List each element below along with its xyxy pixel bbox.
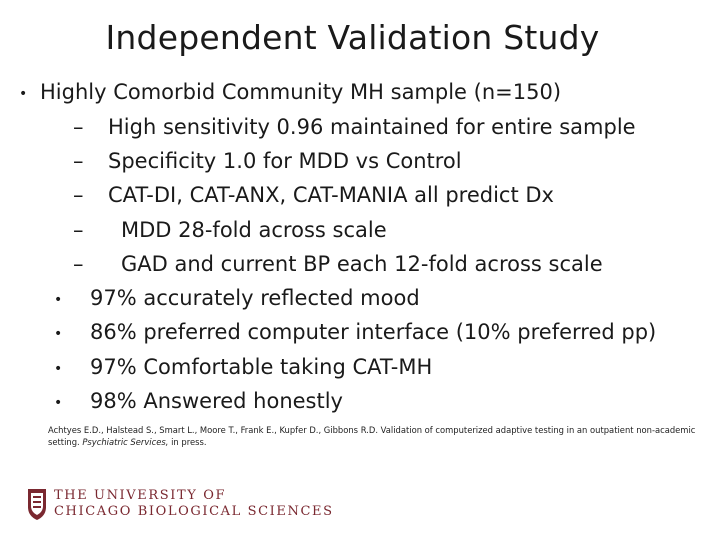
slide-title: Independent Validation Study [105,18,600,57]
citation: Achtyes E.D., Halstead S., Smart L., Moo… [48,424,698,448]
citation-text: Achtyes E.D., Halstead S., Smart L., Moo… [48,425,696,447]
sub-bullet-4: MDD 28-fold across scale [121,218,387,242]
sub-bullet-5: GAD and current BP each 12-fold across s… [121,252,603,276]
bullet-3: 97% Comfortable taking CAT-MH [90,355,433,379]
citation-journal: Psychiatric Services, [82,437,169,447]
logo-line-2: CHICAGO BIOLOGICAL SCIENCES [54,504,334,519]
bullet-4: 98% Answered honestly [90,389,343,413]
university-logo-text: THE UNIVERSITY OF CHICAGO BIOLOGICAL SCI… [54,488,334,520]
bullet-marker: • [19,86,28,102]
bullet-1: 97% accurately reflected mood [90,286,420,310]
citation-tail: in press. [171,437,207,447]
bullet-marker: • [54,292,63,308]
dash-marker: – [73,115,84,139]
sub-bullet-3: CAT-DI, CAT-ANX, CAT-MANIA all predict D… [108,183,554,207]
bullet-marker: • [54,395,63,411]
dash-marker: – [73,218,84,242]
sub-bullet-1: High sensitivity 0.96 maintained for ent… [108,115,636,139]
dash-marker: – [73,183,84,207]
logo-line-1: THE UNIVERSITY OF [54,488,227,503]
bullet-marker: • [54,326,63,342]
sub-bullet-2: Specificity 1.0 for MDD vs Control [108,149,462,173]
bullet-marker: • [54,361,63,377]
dash-marker: – [73,149,84,173]
university-shield-icon [28,489,46,520]
dash-marker: – [73,252,84,276]
bullet-2: 86% preferred computer interface (10% pr… [90,320,657,344]
main-bullet-text: Highly Comorbid Community MH sample (n=1… [40,80,562,104]
